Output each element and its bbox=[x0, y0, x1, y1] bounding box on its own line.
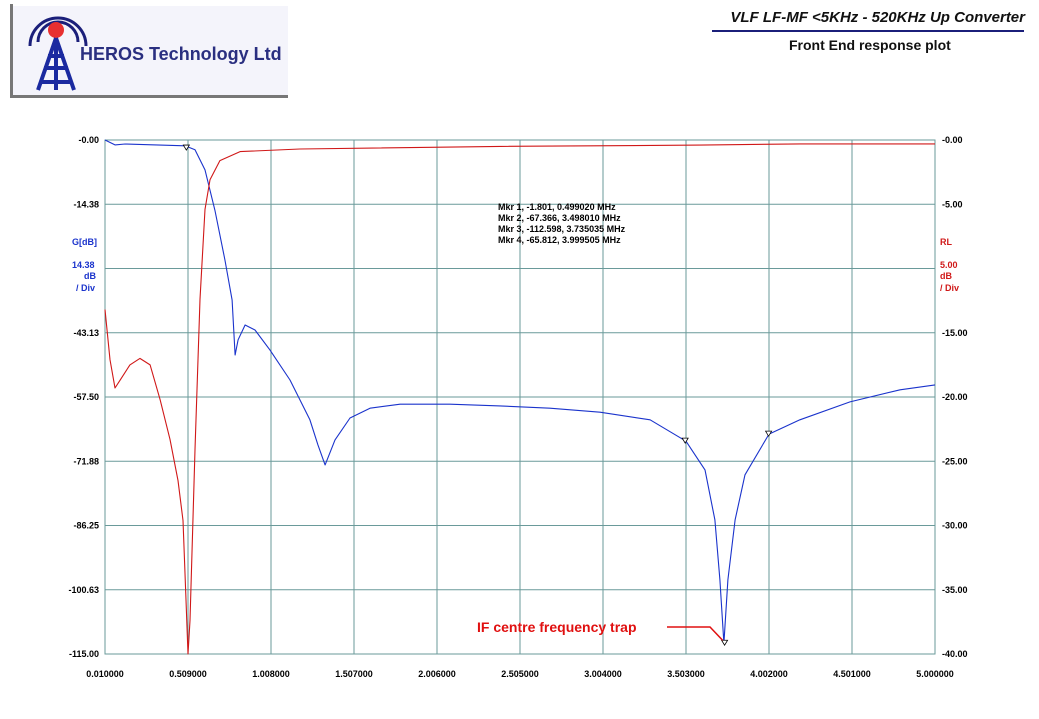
x-tick-label: 5.000000 bbox=[916, 669, 954, 679]
gain-trace bbox=[104, 139, 936, 644]
marker-readout-1: Mkr 1, -1.801, 0.499020 MHz bbox=[498, 202, 616, 212]
annotation-if-trap: IF centre frequency trap bbox=[477, 619, 637, 635]
marker-readout-4: Mkr 4, -65.812, 3.999505 MHz bbox=[498, 235, 621, 245]
marker-2-icon bbox=[681, 437, 689, 444]
y-right-tick-label: -30.00 bbox=[942, 521, 968, 531]
right-axis-label: RL bbox=[940, 237, 952, 247]
right-scale-value: 5.00 bbox=[940, 260, 958, 270]
left-scale-value: 14.38 bbox=[72, 260, 95, 270]
left-scale-unit: dB bbox=[84, 271, 96, 281]
page-subtitle: Front End response plot bbox=[789, 37, 951, 53]
x-tick-label: 3.503000 bbox=[667, 669, 705, 679]
x-tick-label: 2.006000 bbox=[418, 669, 456, 679]
x-tick-label: 1.008000 bbox=[252, 669, 290, 679]
marker-3-icon bbox=[720, 639, 729, 647]
annotation-leader-line bbox=[667, 626, 724, 641]
y-right-tick-label: -0.00 bbox=[942, 135, 963, 145]
y-right-tick-label: -15.00 bbox=[942, 328, 968, 338]
y-right-tick-label: -20.00 bbox=[942, 392, 968, 402]
y-left-tick-label: -71.88 bbox=[73, 456, 99, 466]
y-right-tick-label: -25.00 bbox=[942, 456, 968, 466]
y-left-tick-label: -100.63 bbox=[68, 585, 99, 595]
y-right-tick-label: -5.00 bbox=[942, 199, 963, 209]
y-left-tick-label: -86.25 bbox=[73, 521, 99, 531]
y-right-tick-label: -40.00 bbox=[942, 649, 968, 659]
left-scale-per: / Div bbox=[76, 283, 95, 293]
y-left-tick-label: -14.38 bbox=[73, 199, 99, 209]
y-left-tick-label: -115.00 bbox=[69, 649, 99, 659]
x-tick-label: 0.010000 bbox=[86, 669, 124, 679]
return-loss-trace bbox=[104, 143, 935, 655]
x-tick-label: 3.004000 bbox=[584, 669, 622, 679]
y-left-tick-label: -57.50 bbox=[73, 392, 99, 402]
title-divider bbox=[712, 30, 1024, 32]
x-tick-label: 0.509000 bbox=[169, 669, 207, 679]
y-right-tick-label: -35.00 bbox=[942, 585, 968, 595]
right-scale-per: / Div bbox=[940, 283, 959, 293]
left-axis-label: G[dB] bbox=[72, 237, 97, 247]
markers bbox=[182, 144, 773, 647]
tick-labels: 0.010000 0.509000 1.008000 1.507000 2.006000… bbox=[68, 135, 967, 679]
marker-1-icon bbox=[182, 144, 191, 151]
grid bbox=[104, 139, 936, 655]
x-tick-label: 2.505000 bbox=[501, 669, 539, 679]
marker-4-icon bbox=[764, 430, 773, 437]
page-title: VLF LF-MF <5KHz - 520KHz Up Converter bbox=[730, 9, 1025, 26]
right-scale-unit: dB bbox=[940, 271, 952, 281]
marker-readout-3: Mkr 3, -112.598, 3.735035 MHz bbox=[498, 224, 626, 234]
y-left-tick-label: -0.00 bbox=[78, 135, 99, 145]
svg-text:HEROS Technology Ltd: HEROS Technology Ltd bbox=[80, 44, 282, 64]
y-left-tick-label: -43.13 bbox=[73, 328, 99, 338]
marker-readout-2: Mkr 2, -67.366, 3.498010 MHz bbox=[498, 213, 621, 223]
series bbox=[104, 139, 936, 655]
x-tick-label: 4.002000 bbox=[750, 669, 788, 679]
x-tick-label: 1.507000 bbox=[335, 669, 373, 679]
heros-logo: HEROS Technology Ltd bbox=[8, 2, 288, 98]
x-tick-label: 4.501000 bbox=[833, 669, 871, 679]
